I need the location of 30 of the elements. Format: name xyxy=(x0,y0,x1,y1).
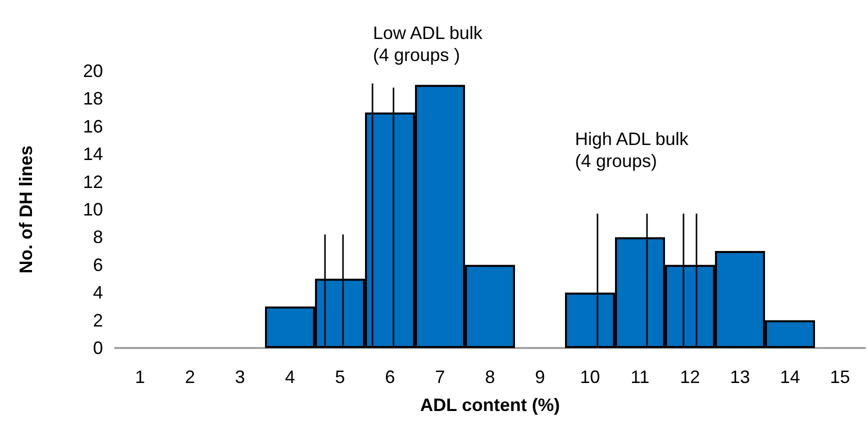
y-tick-label: 20 xyxy=(82,61,103,81)
y-tick-label: 12 xyxy=(82,172,103,192)
x-tick-label: 8 xyxy=(484,367,496,387)
y-tick-label: 18 xyxy=(82,88,103,109)
y-tick-label: 2 xyxy=(92,310,103,330)
x-tick-label: 13 xyxy=(730,367,750,387)
x-tick-label: 12 xyxy=(680,367,700,387)
annotation: High ADL bulk (4 groups) xyxy=(575,129,690,171)
x-tick-label: 5 xyxy=(334,367,346,387)
y-tick-label: 14 xyxy=(82,144,103,164)
x-tick-label: 10 xyxy=(580,367,600,387)
y-tick-label: 4 xyxy=(92,282,103,303)
x-tick-label: 3 xyxy=(234,367,246,387)
y-tick-label: 0 xyxy=(92,338,103,358)
x-tick-label: 15 xyxy=(830,367,850,387)
x-tick-label: 11 xyxy=(630,367,650,387)
text: Low ADL bulk (4 groups ) xyxy=(373,23,484,65)
y-axis-title: No. of DH lines xyxy=(16,145,36,274)
x-tick-label: 2 xyxy=(184,367,196,387)
y-tick-label: 10 xyxy=(82,200,103,220)
x-tick-label: 1 xyxy=(134,367,146,387)
x-tick-label: 6 xyxy=(384,367,396,387)
x-axis-title: ADL content (%) xyxy=(420,395,560,415)
y-tick-label: 6 xyxy=(92,254,103,275)
x-tick-label: 7 xyxy=(434,367,446,387)
y-tick-label: 8 xyxy=(92,227,103,248)
x-tick-label: 9 xyxy=(534,367,546,387)
y-tick-label: 16 xyxy=(82,116,103,136)
x-tick-label: 4 xyxy=(284,367,296,387)
x-tick-label: 14 xyxy=(780,367,800,387)
